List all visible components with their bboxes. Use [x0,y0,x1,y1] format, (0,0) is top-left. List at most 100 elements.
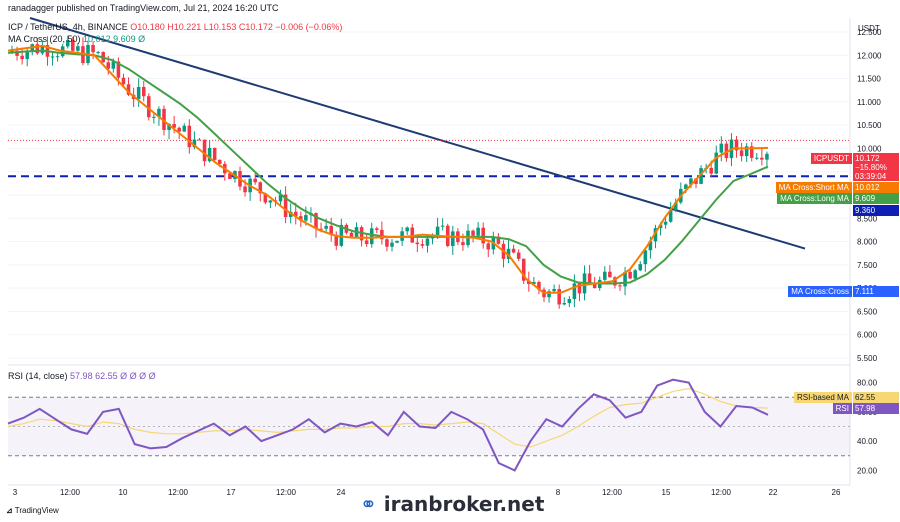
price-tick-label: 6.000 [857,331,878,340]
candle-body [451,231,455,246]
level-value: 9.360 [853,205,899,216]
candle-body [136,86,141,100]
ma-legend: MA Cross (20, 50) 10.012 9.609 Ø [8,34,145,44]
time-tick-label: 12:00 [276,488,297,497]
candle-body [167,123,171,130]
current-price-box: 10.172 −15.80% 03:39:04 [853,153,899,181]
price-tick-label: 8.500 [857,214,878,223]
candle-body [709,167,713,174]
long-ma-tag: MA Cross:Long MA [777,193,852,204]
time-tick-label: 26 [832,488,841,497]
rsi-line [7,378,769,472]
candle-body [613,277,617,286]
rsi-value: 57.98 [853,403,899,414]
candle-body [329,225,333,235]
price-tick-label: 5.500 [857,354,878,363]
candle-body [532,281,536,285]
candle-body [577,283,582,294]
candle-body [182,125,187,132]
candle-body [557,289,561,305]
candle-body [40,45,45,54]
brand-icon: ⚭ [360,492,377,516]
candle-body [65,39,70,47]
candle-body [334,234,339,246]
ma-legend-values: 10.012 9.609 Ø [83,34,146,44]
short-ma-value: 10.012 [853,182,899,193]
candle-body [486,243,491,250]
candle-body [380,229,384,240]
ohlc-values: O10.180 H10.221 L10.153 C10.172 −0.006 (… [130,22,343,32]
candle-body [552,289,556,292]
ma-legend-label[interactable]: MA Cross (20, 50) [8,34,81,44]
candle-body [633,270,637,279]
currency-label[interactable]: USDT [858,24,880,33]
price-tick-label: 12.000 [857,51,882,60]
brand-text: iranbroker.net [383,492,545,516]
candle-body [724,143,729,159]
candle-body [567,299,572,304]
candle-body [157,108,161,117]
price-tick-label: 8.000 [857,238,878,247]
candle-body [339,224,344,246]
candle-body [719,143,724,153]
time-tick-label: 22 [769,488,778,497]
rsi-ma-tag: RSI-based MA [793,392,852,403]
price-tick-label: 7.500 [857,261,878,270]
candle-body [152,116,156,118]
candle-body [15,50,19,56]
candle-body [369,228,374,245]
candle-body [415,242,420,245]
candle-body [461,242,465,246]
candle-body [653,228,658,242]
time-tick-label: 12:00 [168,488,189,497]
cross-tag: MA Cross:Cross [788,286,852,297]
candle-body [572,283,577,300]
candle-body [425,238,430,246]
brand-watermark: ⚭ iranbroker.net [360,492,544,516]
candle-body [734,139,739,151]
candle-body [405,227,409,232]
price-tick-label: 10.000 [857,144,882,153]
candle-body [202,139,207,162]
candle-body [126,84,131,95]
symbol-title[interactable]: ICP / TetherUS, 4h, BINANCE [8,22,128,32]
cross-value: 7.111 [853,286,899,297]
candle-body [385,239,389,247]
candle-body [268,200,273,203]
candle-body [375,228,379,230]
publish-info: ranadagger published on TradingView.com,… [8,3,279,13]
candle-body [116,61,121,78]
time-tick-label: 3 [13,488,18,497]
time-tick-label: 10 [119,488,128,497]
candle-body [643,250,648,265]
rsi-legend-label[interactable]: RSI (14, close) [8,371,68,381]
rsi-legend-values: 57.98 62.55 Ø Ø Ø Ø [70,371,156,381]
candle-body [141,86,146,97]
candle-body [516,252,521,259]
time-tick-label: 8 [556,488,561,497]
candle-body [699,168,703,184]
tradingview-logo[interactable]: ⊿ TradingView [6,506,59,515]
candle-body [673,202,678,211]
rsi-ma-value: 62.55 [853,392,899,403]
price-tick-label: 11.000 [857,98,881,107]
candle-body [91,44,95,53]
candle-body [25,50,29,60]
candle-body [527,280,531,285]
candle-body [440,225,445,227]
candle-body [623,271,627,287]
candle-body [618,285,622,287]
candle-body [314,213,318,229]
symbol-line: ICP / TetherUS, 4h, BINANCE O10.180 H10.… [8,22,342,32]
descending-trendline [29,17,806,250]
candle-body [192,139,197,148]
candle-body [243,186,247,193]
long-ma-value: 9.609 [853,193,899,204]
candle-body [111,61,116,69]
candle-body [299,216,303,221]
candle-body [481,227,485,244]
price-tick-label: 6.500 [857,307,878,316]
candle-body [71,39,75,51]
tv-icon: ⊿ [6,506,13,515]
time-tick-label: 12:00 [60,488,81,497]
